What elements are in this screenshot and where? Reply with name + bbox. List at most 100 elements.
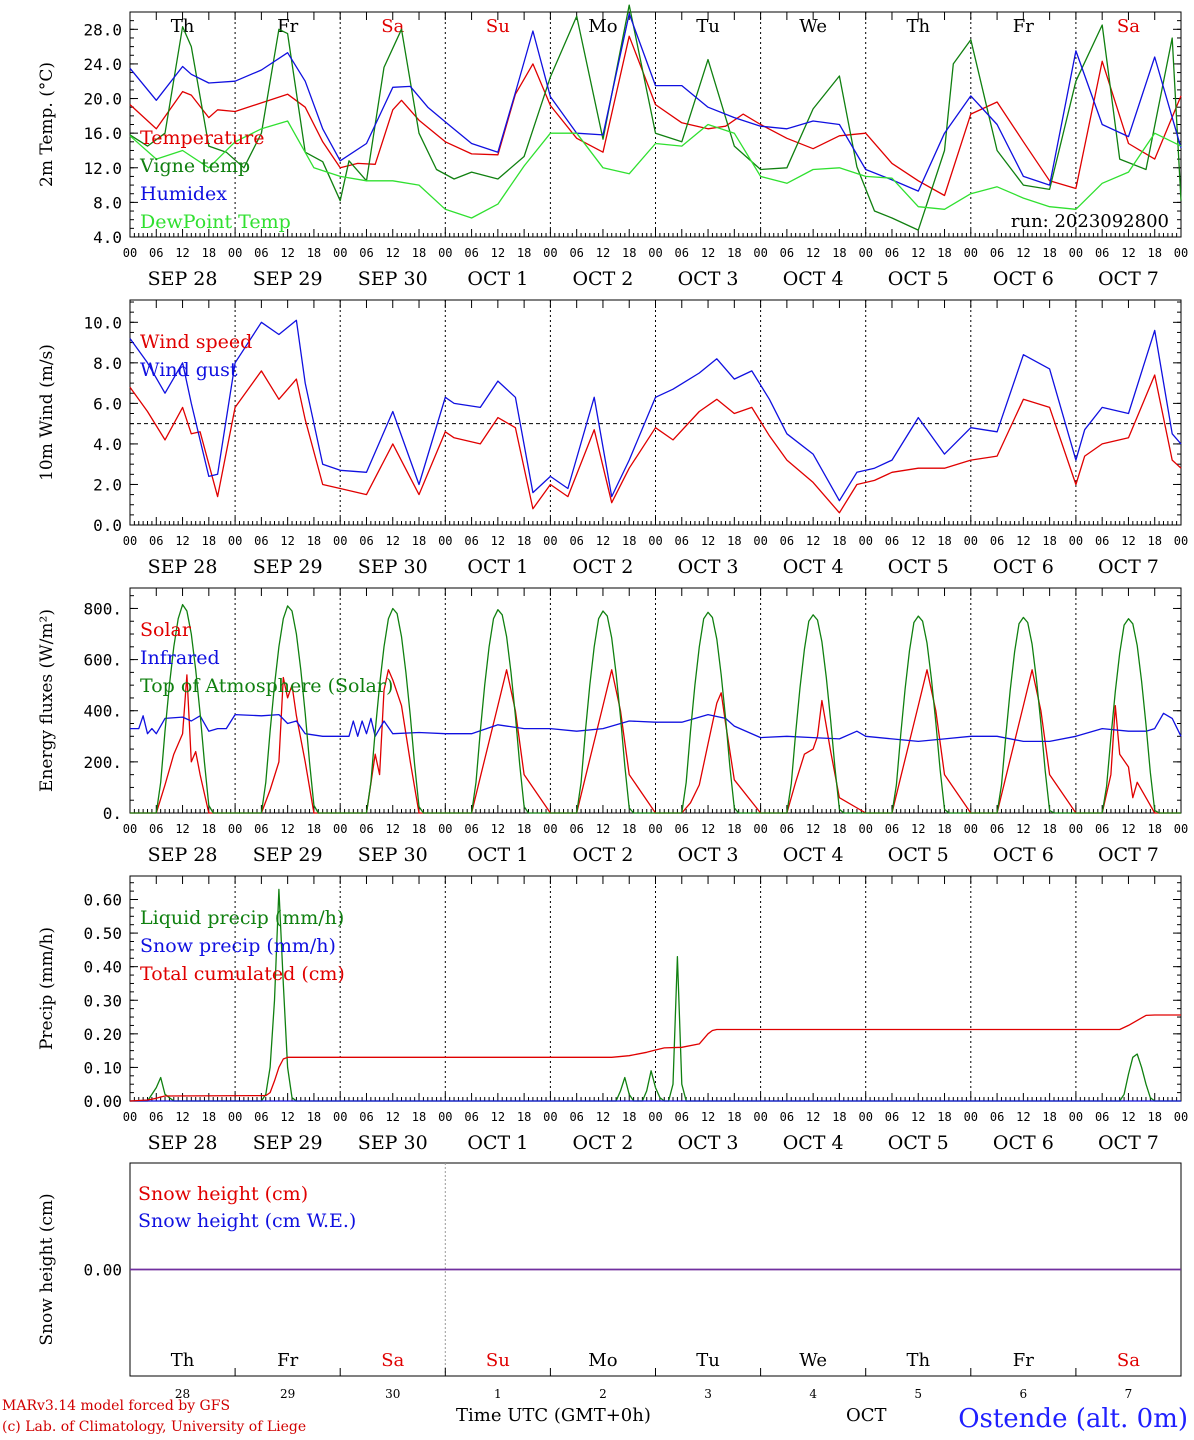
legend: Solar Infrared Top of Atmosphere (Solar) [140,619,393,697]
hour-label: 06 [675,1110,689,1124]
y-tick-label: 12.0 [83,159,122,178]
date-label: SEP 28 [148,556,218,578]
date-label: OCT 2 [572,1132,633,1154]
hour-label: 12 [1016,822,1030,836]
hour-label: 18 [727,1110,741,1124]
y-tick-label: 24.0 [83,55,122,74]
hour-label: 00 [753,534,767,548]
hour-label: 00 [648,246,662,260]
hour-label: 00 [228,246,242,260]
hour-label: 18 [727,822,741,836]
date-label: OCT 5 [888,268,949,290]
date-label: OCT 3 [678,268,739,290]
date-label: OCT 6 [993,1132,1054,1154]
hour-label: 12 [1016,246,1030,260]
legend: Liquid precip (mm/h) Snow precip (mm/h) To… [140,907,345,985]
hour-label: 18 [202,822,216,836]
y-ticks: 0. 200. 400. 600. 800. [83,595,1181,823]
y-tick-label: 4.0 [93,228,122,247]
credit-line-2: (c) Lab. of Climatology, University of L… [2,1419,307,1435]
hour-label: 06 [1095,1110,1109,1124]
legend: Temperature Vigne temp Humidex DewPoint Tem… [139,127,291,233]
run-annotation: run: 2023092800 [1011,211,1169,232]
hour-label: 18 [202,246,216,260]
date-label: OCT 5 [888,556,949,578]
hour-label: 18 [412,822,426,836]
date-label: OCT 1 [467,1132,528,1154]
series-line-liquid-precip-mm-h [130,888,1181,1102]
y-axis-label: Energy fluxes (W/m²) [37,609,57,792]
hour-label: 00 [964,534,978,548]
hour-label: 06 [1095,534,1109,548]
date-label: SEP 29 [253,844,323,866]
hour-label: 00 [1174,1110,1188,1124]
hour-label: 12 [911,246,925,260]
hour-label: 06 [464,246,478,260]
y-tick-label: 0.60 [83,891,122,910]
hour-label: 12 [911,1110,925,1124]
hour-label: 18 [517,822,531,836]
hour-label: 00 [333,822,347,836]
day-name: Tu [696,16,720,37]
hour-label: 00 [964,246,978,260]
y-tick-label: 20.0 [83,90,122,109]
hour-label: 18 [622,1110,636,1124]
date-label: OCT 3 [678,556,739,578]
hour-label: 00 [1174,534,1188,548]
date-label: SEP 30 [358,268,428,290]
legend-entry: Temperature [140,127,264,149]
date-label: OCT 4 [783,844,844,866]
hour-label: 18 [307,1110,321,1124]
day-number: 6 [1020,1387,1028,1401]
date-label: OCT 6 [993,556,1054,578]
series-line-temperature [129,35,1182,197]
hour-label: 18 [937,1110,951,1124]
date-label: SEP 28 [148,268,218,290]
hour-label: 18 [202,1110,216,1124]
hour-label: 06 [885,534,899,548]
hour-label: 06 [359,534,373,548]
hour-label: 18 [1147,534,1161,548]
panel-5: 0.00 Snow height (cm) 28 29 30 1 2 3 4 5 6 7 Th Fr Sa S… [37,1162,1182,1401]
hour-label: 00 [543,246,557,260]
hour-label: 12 [386,246,400,260]
hour-label: 12 [911,534,925,548]
day-name: We [799,16,827,37]
hour-label: 12 [386,534,400,548]
hour-label: 12 [175,822,189,836]
y-tick-label: 0.20 [83,1025,122,1044]
hour-label: 12 [175,1110,189,1124]
date-label: OCT 1 [467,844,528,866]
date-label: OCT 3 [678,844,739,866]
day-number: 5 [914,1387,922,1401]
hour-label: 00 [123,1110,137,1124]
date-label: OCT 4 [783,556,844,578]
y-axis-label: 2m Temp. (°C) [37,62,57,187]
hour-label: 06 [1095,822,1109,836]
hour-label: 00 [753,1110,767,1124]
hour-label: 00 [228,822,242,836]
hour-label: 12 [1121,822,1135,836]
legend-entry: Wind gust [140,359,238,381]
hour-label: 18 [937,534,951,548]
hour-label: 12 [911,822,925,836]
series-group [129,888,1181,1102]
hour-label: 12 [701,822,715,836]
hour-label: 00 [1069,822,1083,836]
legend: Wind speed Wind gust [140,331,252,381]
hour-label: 06 [780,822,794,836]
day-name: Tu [696,1350,720,1371]
hour-label: 06 [569,1110,583,1124]
hour-label: 12 [280,534,294,548]
hour-label: 06 [990,822,1004,836]
legend-entry: Liquid precip (mm/h) [140,907,344,929]
hour-label: 12 [806,534,820,548]
hour-label: 18 [202,534,216,548]
day-name: Sa [1117,16,1140,37]
date-labels: SEP 28 SEP 29 SEP 30 OCT 1 OCT 2 OCT 3 OCT 4 OC… [148,556,1159,578]
hour-label: 00 [858,534,872,548]
series-line-wind-gust [129,319,1182,502]
legend-entry: Snow height (cm) [138,1183,308,1205]
hour-label: 00 [438,246,452,260]
